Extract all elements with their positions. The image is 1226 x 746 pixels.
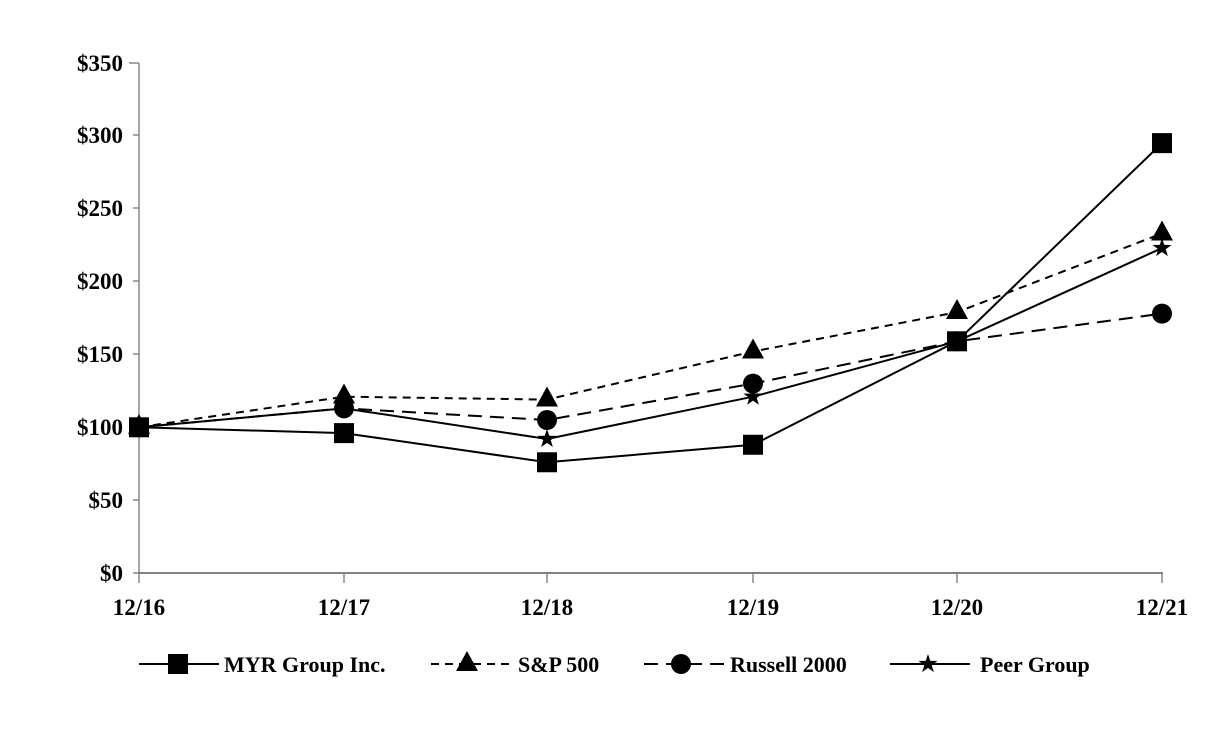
svg-text:$150: $150: [77, 342, 123, 367]
svg-text:$50: $50: [89, 488, 124, 513]
svg-text:$200: $200: [77, 269, 123, 294]
svg-text:S&P 500: S&P 500: [518, 652, 599, 677]
svg-text:12/18: 12/18: [521, 595, 573, 620]
svg-text:$100: $100: [77, 415, 123, 440]
svg-text:MYR Group Inc.: MYR Group Inc.: [224, 652, 386, 677]
svg-text:12/16: 12/16: [113, 595, 165, 620]
svg-text:$350: $350: [77, 51, 123, 76]
svg-text:Peer Group: Peer Group: [980, 652, 1090, 677]
svg-text:12/20: 12/20: [931, 595, 983, 620]
svg-text:$250: $250: [77, 196, 123, 221]
svg-text:$0: $0: [100, 561, 123, 586]
svg-text:Russell 2000: Russell 2000: [730, 652, 847, 677]
svg-text:12/21: 12/21: [1136, 595, 1188, 620]
svg-text:$300: $300: [77, 123, 123, 148]
svg-text:12/19: 12/19: [727, 595, 779, 620]
svg-text:12/17: 12/17: [318, 595, 370, 620]
